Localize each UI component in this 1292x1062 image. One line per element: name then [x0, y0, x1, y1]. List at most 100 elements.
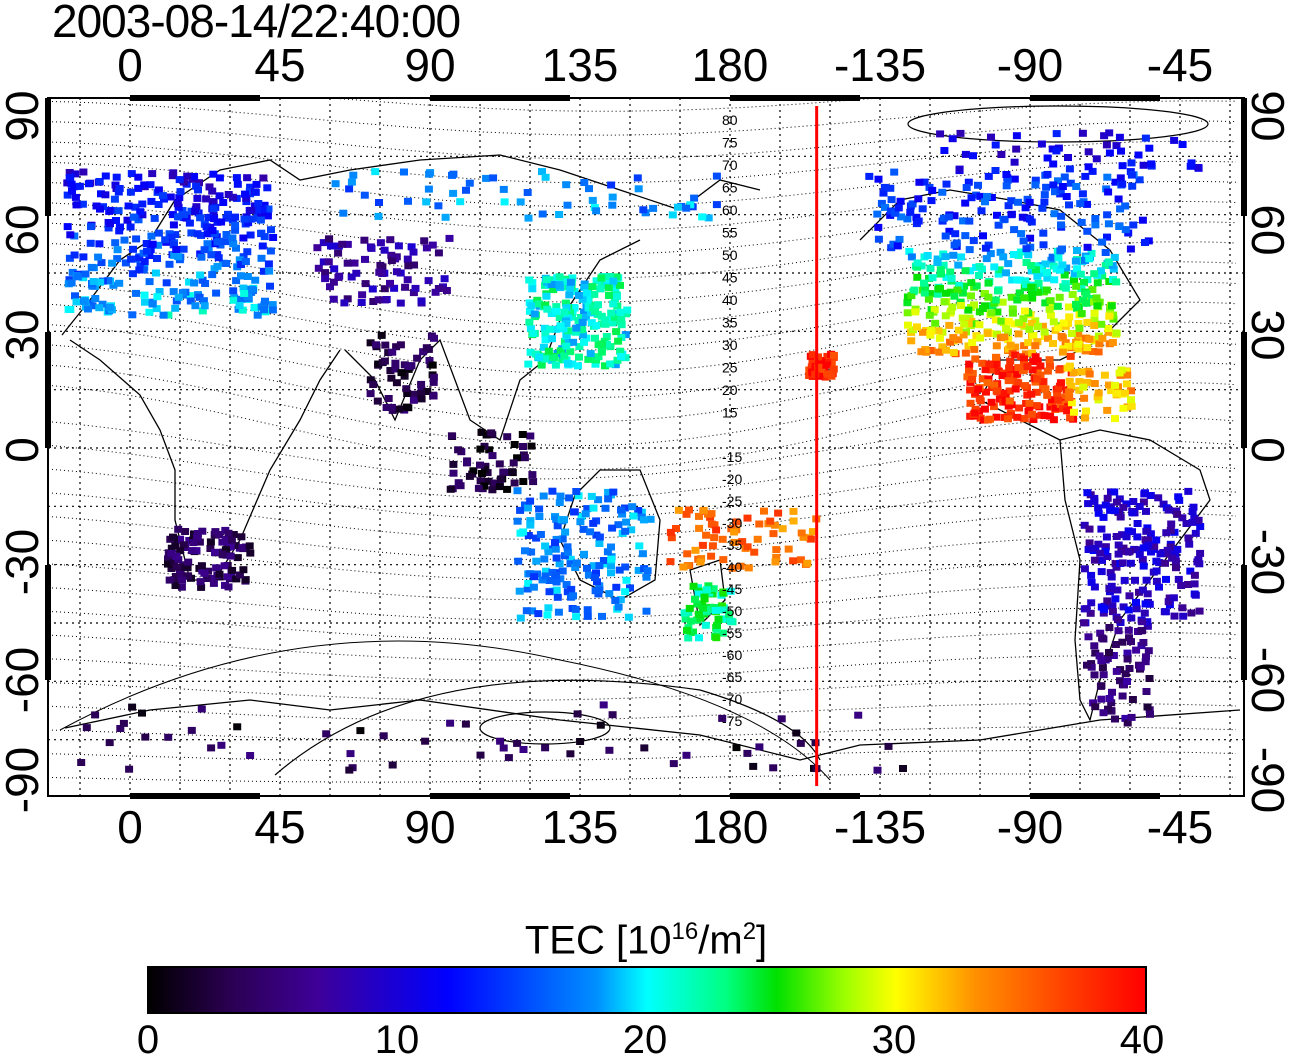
tec-cell — [974, 385, 983, 393]
tec-cell — [319, 239, 328, 247]
tec-cell — [976, 334, 985, 342]
tec-cell — [1105, 695, 1114, 702]
tec-cell — [744, 564, 753, 572]
tec-cell — [169, 241, 178, 249]
tec-cell — [1038, 322, 1047, 330]
tec-cell — [1051, 188, 1059, 196]
tec-cell — [571, 564, 580, 571]
tec-cell — [568, 360, 577, 368]
tec-cell — [930, 306, 939, 314]
tec-cell — [223, 238, 231, 246]
tec-cell — [1043, 154, 1052, 162]
tec-cell — [1107, 582, 1116, 590]
tec-cell — [540, 555, 549, 563]
tec-cell — [585, 185, 593, 193]
tec-cell — [990, 361, 999, 369]
tec-cell — [349, 171, 358, 179]
tec-cell — [499, 185, 508, 193]
tec-cell — [82, 724, 91, 732]
tec-cell — [558, 356, 567, 364]
tec-cell — [906, 208, 915, 216]
tec-cell — [374, 296, 383, 304]
tec-cell — [1062, 193, 1071, 200]
tec-cell — [1063, 364, 1072, 372]
tec-cell — [1020, 307, 1029, 315]
tec-cell — [66, 306, 75, 313]
tec-cell — [1041, 260, 1050, 268]
tec-cell — [257, 254, 266, 262]
tec-cell — [1164, 506, 1173, 514]
tec-cell — [366, 339, 375, 347]
tec-cell — [134, 173, 143, 181]
tec-cell — [240, 215, 249, 223]
tec-cell — [503, 433, 512, 441]
tec-cell — [1066, 352, 1075, 360]
tec-cell — [372, 341, 381, 349]
tec-cell — [1014, 251, 1023, 259]
tec-cell — [142, 240, 151, 247]
tec-cell — [566, 560, 575, 568]
tec-cell — [1087, 663, 1096, 671]
tec-cell — [524, 360, 533, 368]
tec-cell — [719, 588, 728, 596]
tec-cell — [572, 613, 581, 621]
tec-cell — [1058, 245, 1066, 253]
tec-cell — [895, 235, 904, 243]
tec-cell — [638, 550, 647, 558]
tec-cell — [595, 586, 604, 594]
tec-cell — [1042, 286, 1051, 294]
tec-cell — [984, 172, 993, 180]
tec-cell — [963, 373, 972, 381]
tec-cell — [1064, 154, 1072, 161]
tec-cell — [592, 207, 601, 215]
tec-cell — [248, 285, 257, 293]
tec-cell — [152, 305, 161, 313]
tec-cell — [516, 198, 525, 206]
tec-cell — [404, 262, 413, 270]
tec-cell — [961, 349, 970, 357]
tec-cell — [1090, 380, 1099, 387]
tec-cell — [589, 562, 598, 570]
lon-tick-bottom: 90 — [404, 801, 456, 853]
tec-cell — [1070, 276, 1079, 284]
tec-cell — [1099, 709, 1108, 717]
tec-cell — [259, 174, 268, 182]
tec-cell — [1113, 586, 1122, 594]
tec-cell — [1065, 313, 1074, 321]
lon-tick-top: -90 — [996, 39, 1064, 91]
tec-cell — [953, 286, 962, 294]
tec-cell — [711, 607, 720, 614]
tec-cell — [1145, 600, 1154, 608]
tec-cell — [942, 273, 951, 281]
tec-cell — [1011, 343, 1020, 351]
tec-cell — [1138, 216, 1147, 224]
tec-cell — [1144, 536, 1153, 544]
tec-cell — [208, 187, 217, 195]
tec-cell — [260, 201, 269, 209]
tec-cell — [981, 366, 990, 374]
tec-cell — [1007, 197, 1016, 205]
tec-cell — [231, 542, 240, 550]
tec-cell — [913, 273, 922, 281]
tec-cell — [88, 302, 97, 310]
tec-cell — [1072, 183, 1081, 190]
tec-cell — [1049, 416, 1058, 424]
tec-cell — [1142, 576, 1151, 584]
tec-cell — [334, 249, 343, 257]
tec-cell — [1132, 605, 1141, 613]
tec-cell — [1118, 162, 1127, 170]
tec-cell — [376, 239, 385, 247]
tec-cell — [446, 485, 455, 493]
tec-cell — [174, 213, 182, 221]
tec-cell — [223, 573, 232, 581]
tec-cell — [480, 442, 489, 450]
tec-cell — [1101, 547, 1110, 555]
tec-cell — [96, 205, 104, 213]
tec-cell — [1061, 280, 1070, 288]
tec-cell — [874, 175, 883, 183]
tec-cell — [683, 550, 692, 558]
tec-cell — [78, 200, 87, 208]
tec-cell — [967, 292, 975, 300]
tec-cell — [527, 442, 536, 450]
tec-cell — [240, 290, 249, 297]
